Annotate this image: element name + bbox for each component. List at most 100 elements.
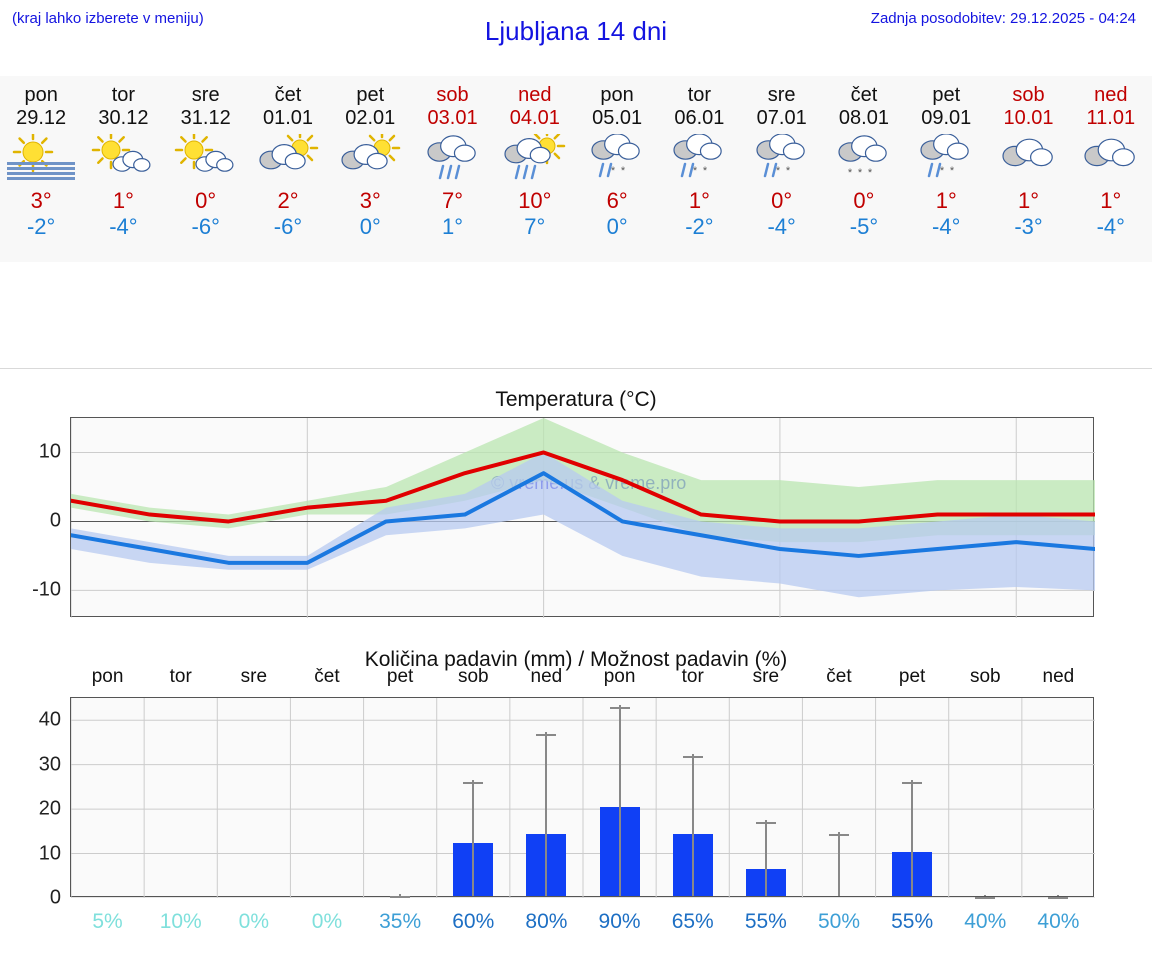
- forecast-day-3-icon: [250, 134, 326, 182]
- forecast-day-6-icon: [497, 134, 573, 182]
- precip-percent-label-1: 10%: [144, 910, 217, 934]
- forecast-day-3-lo: -6°: [274, 214, 302, 240]
- precip-day-label-8: tor: [656, 666, 729, 688]
- forecast-day-0-hi: 3°: [31, 188, 52, 214]
- forecast-day-8-name: tor: [688, 84, 711, 107]
- forecast-day-9-name: sre: [768, 84, 796, 107]
- precip-errorbar-cap-8: [683, 756, 703, 758]
- forecast-day-3[interactable]: čet 01.01 2° -6°: [247, 76, 329, 262]
- precip-percent-label-7: 90%: [583, 910, 656, 934]
- forecast-day-2-icon: [168, 134, 244, 182]
- precip-percent-label-13: 40%: [1022, 910, 1095, 934]
- forecast-day-11-lo: -4°: [932, 214, 960, 240]
- svg-text:*: *: [940, 165, 945, 177]
- forecast-day-8-icon: * *: [661, 134, 737, 182]
- forecast-day-3-hi: 2°: [277, 188, 298, 214]
- forecast-day-2-lo: -6°: [192, 214, 220, 240]
- forecast-day-10[interactable]: čet 08.01 * * * 0° -5°: [823, 76, 905, 262]
- forecast-day-8-hi: 1°: [689, 188, 710, 214]
- forecast-day-8-date: 06.01: [674, 107, 724, 130]
- precip-day-label-4: pet: [364, 666, 437, 688]
- precip-percent-label-5: 60%: [437, 910, 510, 934]
- forecast-day-1[interactable]: tor 30.12 1° -4°: [82, 76, 164, 262]
- precip-errorbar-cap-10: [829, 834, 849, 836]
- svg-text:*: *: [848, 167, 853, 179]
- forecast-day-0-lo: -2°: [27, 214, 55, 240]
- forecast-day-12-lo: -3°: [1014, 214, 1042, 240]
- precip-errorbar-10: [838, 832, 840, 896]
- precip-day-label-5: sob: [437, 666, 510, 688]
- precip-errorbar-cap-7: [610, 707, 630, 709]
- svg-text:*: *: [776, 165, 781, 177]
- forecast-day-6[interactable]: ned 04.01 10° 7°: [494, 76, 576, 262]
- precip-percent-label-8: 65%: [656, 910, 729, 934]
- precip-day-label-3: čet: [290, 666, 363, 688]
- forecast-day-5[interactable]: sob 03.01 7° 1°: [411, 76, 493, 262]
- forecast-day-9-date: 07.01: [757, 107, 807, 130]
- forecast-day-2[interactable]: sre 31.12 0° -6°: [165, 76, 247, 262]
- precip-day-label-13: ned: [1022, 666, 1095, 688]
- precip-day-label-12: sob: [949, 666, 1022, 688]
- forecast-day-7-name: pon: [600, 84, 633, 107]
- precip-percent-label-11: 55%: [876, 910, 949, 934]
- forecast-day-9-icon: * *: [744, 134, 820, 182]
- precip-percent-label-12: 40%: [949, 910, 1022, 934]
- forecast-day-7[interactable]: pon 05.01 * * 6° 0°: [576, 76, 658, 262]
- forecast-day-10-hi: 0°: [853, 188, 874, 214]
- forecast-day-1-icon: [85, 134, 161, 182]
- svg-text:*: *: [621, 165, 626, 177]
- forecast-day-3-name: čet: [275, 84, 302, 107]
- forecast-day-1-name: tor: [112, 84, 135, 107]
- svg-text:*: *: [703, 165, 708, 177]
- precipitation-chart[interactable]: 0 10 20 30 40 pon tor sre čet pet sob ned pon tor sre č…: [70, 697, 1094, 897]
- forecast-day-10-date: 08.01: [839, 107, 889, 130]
- forecast-day-12-date: 10.01: [1003, 107, 1053, 130]
- forecast-day-3-date: 01.01: [263, 107, 313, 130]
- forecast-day-12-name: sob: [1012, 84, 1044, 107]
- forecast-strip: pon 29.12 3° -2° tor 30.12 1° -4° sre 31…: [0, 76, 1152, 262]
- precip-day-label-6: ned: [510, 666, 583, 688]
- temp-chart-ytick-0: 0: [50, 510, 61, 533]
- svg-text:*: *: [786, 165, 791, 177]
- precip-chart-ytick-30: 30: [39, 753, 61, 776]
- precip-chart-ytick-0: 0: [50, 887, 61, 910]
- forecast-day-9[interactable]: sre 07.01 * * 0° -4°: [741, 76, 823, 262]
- page-title: Ljubljana 14 dni: [0, 16, 1152, 47]
- forecast-day-1-date: 30.12: [98, 107, 148, 130]
- precip-errorbar-cap-9: [756, 822, 776, 824]
- forecast-day-0-name: pon: [24, 84, 57, 107]
- forecast-day-4[interactable]: pet 02.01 3° 0°: [329, 76, 411, 262]
- forecast-day-6-lo: 7°: [524, 214, 545, 240]
- forecast-day-0[interactable]: pon 29.12 3° -2°: [0, 76, 82, 262]
- svg-text:*: *: [858, 167, 863, 179]
- forecast-day-12[interactable]: sob 10.01 1° -3°: [987, 76, 1069, 262]
- forecast-day-7-lo: 0°: [607, 214, 628, 240]
- temp-chart-title: Temperatura (°C): [0, 388, 1152, 412]
- forecast-day-8-lo: -2°: [685, 214, 713, 240]
- forecast-day-13[interactable]: ned 11.01 1° -4°: [1070, 76, 1152, 262]
- forecast-day-11[interactable]: pet 09.01 * * 1° -4°: [905, 76, 987, 262]
- precip-percent-label-3: 0%: [290, 910, 363, 934]
- precip-errorbar-5: [472, 780, 474, 896]
- forecast-day-13-date: 11.01: [1087, 107, 1136, 130]
- forecast-day-2-date: 31.12: [181, 107, 231, 130]
- forecast-day-7-icon: * *: [579, 134, 655, 182]
- forecast-day-8[interactable]: tor 06.01 * * 1° -2°: [658, 76, 740, 262]
- svg-text:*: *: [868, 167, 873, 179]
- forecast-day-2-name: sre: [192, 84, 220, 107]
- forecast-day-5-name: sob: [436, 84, 468, 107]
- forecast-day-5-hi: 7°: [442, 188, 463, 214]
- precip-errorbar-7: [619, 705, 621, 896]
- forecast-day-4-icon: [332, 134, 408, 182]
- forecast-day-6-name: ned: [518, 84, 551, 107]
- precip-percent-label-9: 55%: [729, 910, 802, 934]
- forecast-day-2-hi: 0°: [195, 188, 216, 214]
- precip-percent-label-6: 80%: [510, 910, 583, 934]
- svg-text:*: *: [693, 165, 698, 177]
- precip-errorbar-cap-4: [390, 896, 410, 898]
- forecast-day-1-hi: 1°: [113, 188, 134, 214]
- precip-errorbar-cap-11: [902, 782, 922, 784]
- precip-percent-label-2: 0%: [217, 910, 290, 934]
- precip-errorbar-11: [911, 780, 913, 896]
